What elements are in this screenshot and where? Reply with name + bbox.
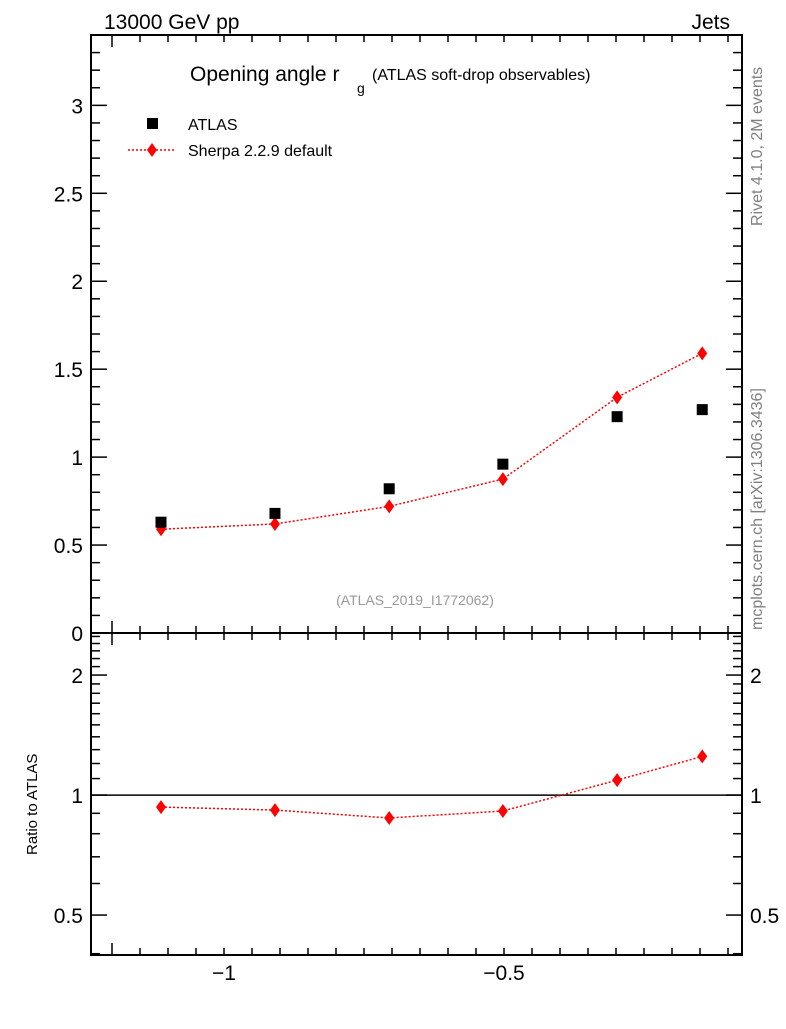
ratio-y-tick-label-left: 1 xyxy=(71,785,83,808)
ratio-line xyxy=(160,755,703,819)
side-label-bottom: mcplots.cern.ch [arXiv:1306.3436] xyxy=(749,388,766,630)
atlas-point xyxy=(269,507,281,519)
ratio-point xyxy=(384,810,395,825)
y-tick-label: 2 xyxy=(71,271,83,294)
title-main: Opening angle r xyxy=(190,63,339,86)
atlas-point xyxy=(696,404,708,416)
legend-marker-sherpa xyxy=(147,143,157,157)
atlas-point xyxy=(497,458,509,470)
sherpa-point xyxy=(269,516,280,531)
ratio-y-tick-label-right: 2 xyxy=(750,665,762,688)
legend-label-atlas: ATLAS xyxy=(188,117,238,134)
ratio-point xyxy=(156,800,166,815)
y-tick-label: 0.5 xyxy=(54,535,83,558)
ratio-y-tick-label-right: 0.5 xyxy=(750,905,779,928)
x-tick-label: −0.5 xyxy=(483,962,524,985)
ratio-point xyxy=(497,804,508,819)
ratio-y-tick-label-left: 2 xyxy=(71,665,83,688)
title-suffix: (ATLAS soft-drop observables) xyxy=(372,67,590,84)
y-tick-label: 1 xyxy=(71,447,83,470)
y-tick-label: 2.5 xyxy=(54,183,83,206)
main-title: Opening angle r xyxy=(190,63,339,86)
ratio-point xyxy=(612,773,623,788)
y-tick-label: 1.5 xyxy=(54,359,83,382)
ratio-ylabel: Ratio to ATLAS xyxy=(24,754,41,855)
sherpa-point xyxy=(697,346,708,361)
header-left: 13000 GeV pp xyxy=(104,11,239,34)
header-right: Jets xyxy=(691,11,730,34)
sherpa-point xyxy=(612,390,623,405)
ratio-point xyxy=(697,749,708,764)
ratio-frame xyxy=(90,632,743,956)
atlas-point xyxy=(383,483,395,495)
x-tick-label: −1 xyxy=(212,962,236,985)
title-subscript: g xyxy=(357,80,365,96)
legend-marker-atlas xyxy=(147,118,158,129)
ratio-plot: 0.5 0.5 1 1 2 2 −1 −0.5 xyxy=(54,632,779,985)
legend-label-sherpa: Sherpa 2.2.9 default xyxy=(188,143,333,160)
ratio-y-tick-label-left: 0.5 xyxy=(54,905,83,928)
side-label-top: Rivet 4.1.0, 2M events xyxy=(749,67,766,226)
analysis-label: (ATLAS_2019_I1772062) xyxy=(336,592,494,608)
ratio-point xyxy=(269,803,280,818)
sherpa-line xyxy=(160,352,703,530)
y-tick-label: 0 xyxy=(71,623,83,646)
atlas-point xyxy=(611,411,623,423)
atlas-point xyxy=(155,516,167,528)
sherpa-point xyxy=(497,472,508,487)
sherpa-point xyxy=(384,499,395,514)
ratio-y-tick-label-right: 1 xyxy=(750,785,762,808)
y-tick-label: 3 xyxy=(71,95,83,118)
